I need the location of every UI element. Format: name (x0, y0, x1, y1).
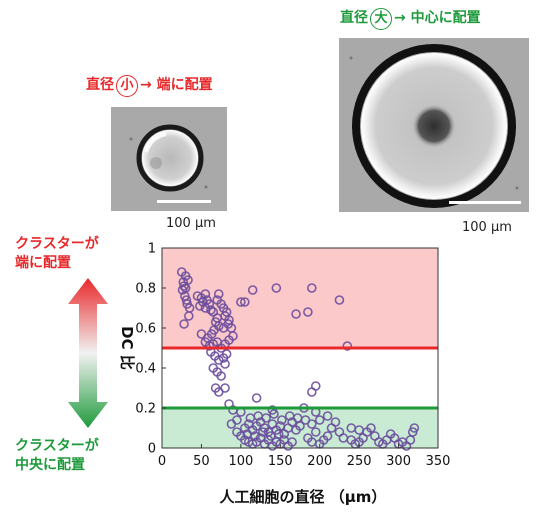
data-point (195, 301, 205, 311)
data-point (267, 405, 278, 415)
data-point (273, 429, 284, 439)
data-point (407, 427, 418, 437)
scale-label-small: 100 μm (166, 216, 216, 231)
x-tick-label: 200 (307, 454, 332, 469)
data-point (251, 393, 262, 403)
caption-large-pre: 直径 (340, 10, 368, 26)
caption-small: 直径小 → 端に配置 (86, 74, 213, 97)
data-point (220, 359, 230, 369)
data-point (240, 297, 250, 307)
x-tick-label: 0 (158, 454, 166, 469)
side-label-top-line2: 端に配置 (15, 255, 71, 271)
side-label-bottom: クラスターが 中央に配置 (15, 437, 99, 475)
data-point (181, 295, 192, 305)
y-tick-label: 0.6 (135, 322, 156, 337)
data-point (213, 289, 224, 299)
gradient-double-arrow (68, 278, 108, 428)
data-point (334, 295, 345, 305)
data-point (177, 285, 188, 295)
x-tick-label: 50 (193, 454, 210, 469)
data-point (220, 383, 230, 393)
y-tick-label: 0.4 (135, 362, 156, 377)
caption-small-post: → 端に配置 (140, 77, 213, 93)
side-label-top-line1: クラスターが (15, 236, 99, 252)
y-tick-label: 0.2 (135, 402, 156, 417)
data-point (307, 419, 317, 429)
data-point (342, 341, 353, 351)
data-point (291, 309, 301, 319)
y-tick-label: 0 (148, 442, 156, 457)
circled-small: 小 (116, 75, 138, 97)
data-point (196, 329, 207, 339)
side-label-bottom-line1: クラスターが (15, 438, 99, 454)
plot-frame (161, 247, 439, 449)
x-axis-label: 人工細胞の直径 （μm） (220, 488, 387, 506)
data-point (184, 311, 194, 321)
data-point (303, 307, 313, 317)
x-tick-label: 100 (228, 454, 253, 469)
data-point (200, 289, 211, 299)
scatter-chart: 0 50 100 150 200 250 300 350 0 0.2 0.4 0.6 0.8 1 DC 比… (118, 242, 451, 507)
data-point (206, 305, 216, 315)
data-point (330, 417, 341, 427)
data-point (307, 283, 317, 293)
x-tick-label: 300 (386, 454, 411, 469)
scale-label-large: 100 μm (462, 220, 512, 235)
data-point (228, 331, 238, 341)
caption-large: 直径大 → 中心に配置 (340, 7, 481, 30)
micrograph-small (111, 107, 227, 211)
data-point (277, 415, 287, 425)
y-tick-label: 1 (148, 242, 156, 257)
caption-large-post: → 中心に配置 (394, 10, 481, 26)
x-tick-label: 150 (268, 454, 293, 469)
data-point (261, 413, 271, 423)
data-point (180, 271, 191, 281)
data-point (271, 283, 282, 293)
y-axis-label: DC 比 (118, 326, 136, 370)
data-point (322, 431, 333, 441)
data-point (258, 427, 268, 437)
circled-large: 大 (370, 8, 392, 30)
data-point (179, 319, 189, 329)
caption-small-pre: 直径 (86, 77, 114, 93)
data-point (322, 411, 333, 421)
data-point (310, 427, 321, 437)
data-point (226, 419, 237, 429)
data-point (250, 431, 260, 441)
data-point (314, 415, 325, 425)
data-point (236, 297, 246, 307)
x-tick-label: 350 (426, 454, 451, 469)
micrograph-large (339, 38, 529, 212)
side-label-bottom-line2: 中央に配置 (15, 457, 85, 473)
data-point (216, 371, 226, 381)
data-point (287, 437, 297, 447)
data-point (354, 425, 364, 435)
data-point (366, 423, 376, 433)
y-tick-label: 0.8 (135, 282, 156, 297)
data-point (247, 285, 258, 295)
data-point (221, 349, 232, 359)
x-tick-label: 250 (347, 454, 372, 469)
data-point (200, 303, 211, 313)
side-label-top: クラスターが 端に配置 (15, 235, 99, 273)
data-point (307, 387, 317, 397)
